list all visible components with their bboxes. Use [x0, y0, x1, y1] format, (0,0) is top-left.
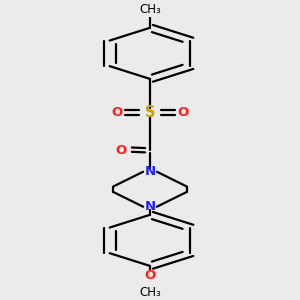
Text: CH₃: CH₃ [139, 3, 161, 16]
Text: O: O [144, 269, 156, 282]
Text: N: N [144, 165, 156, 178]
Text: N: N [144, 200, 156, 213]
Text: S: S [145, 105, 155, 120]
Text: CH₃: CH₃ [139, 286, 161, 298]
Text: O: O [115, 144, 126, 157]
Text: O: O [178, 106, 189, 119]
Text: O: O [111, 106, 122, 119]
